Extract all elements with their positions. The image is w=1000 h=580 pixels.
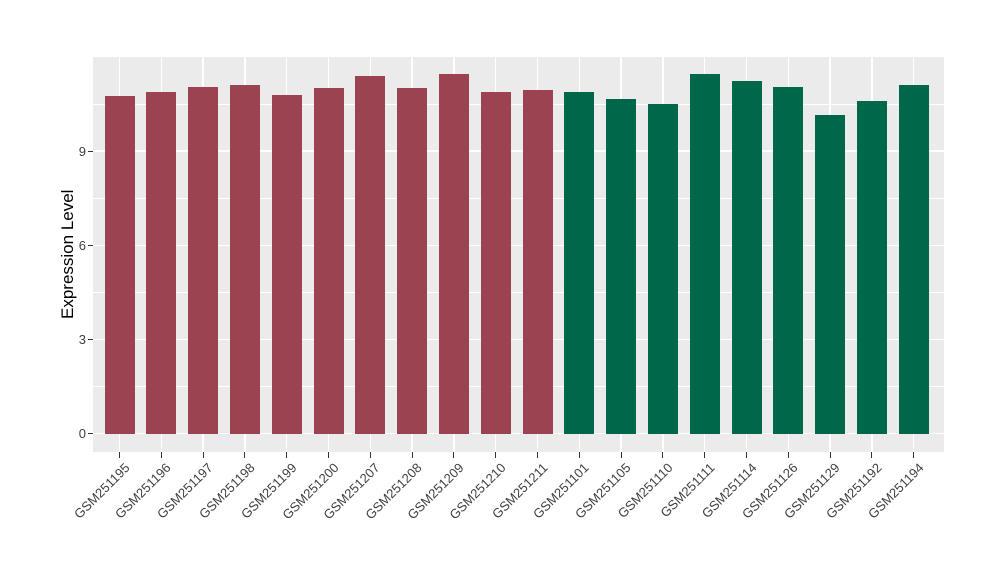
bar-GSM251105 bbox=[606, 99, 637, 434]
bar-GSM251209 bbox=[438, 74, 469, 434]
bar-GSM251129 bbox=[815, 115, 846, 434]
x-tick-mark bbox=[453, 452, 455, 458]
y-gridline-minor bbox=[93, 292, 944, 293]
y-tick-label: 6 bbox=[78, 237, 86, 253]
x-tick-mark bbox=[620, 452, 622, 458]
y-tick-mark bbox=[87, 244, 93, 246]
x-tick-mark bbox=[871, 452, 873, 458]
y-gridline-minor bbox=[93, 103, 944, 105]
x-tick-mark bbox=[118, 452, 121, 458]
x-tick-mark bbox=[745, 452, 748, 458]
x-tick-mark bbox=[536, 452, 539, 458]
y-tick-label: 0 bbox=[78, 426, 86, 442]
bar-GSM251101 bbox=[564, 91, 595, 434]
bar-GSM251194 bbox=[898, 85, 929, 434]
y-tick-label: 3 bbox=[78, 332, 86, 348]
y-tick-mark bbox=[87, 433, 93, 435]
bar-GSM251210 bbox=[480, 91, 511, 434]
x-tick-mark bbox=[160, 452, 162, 458]
x-tick-mark bbox=[704, 452, 706, 458]
y-tick-mark bbox=[87, 150, 93, 152]
bar-GSM251114 bbox=[731, 80, 762, 434]
y-gridline-minor bbox=[93, 386, 944, 387]
bar-GSM251111 bbox=[689, 74, 720, 434]
x-tick-mark bbox=[369, 452, 371, 458]
x-tick-mark bbox=[913, 452, 915, 458]
bar-GSM251198 bbox=[229, 85, 260, 434]
x-tick-mark bbox=[202, 452, 204, 458]
x-tick-mark bbox=[662, 452, 664, 458]
bar-GSM251192 bbox=[856, 100, 887, 434]
bar-GSM251196 bbox=[146, 91, 177, 434]
x-tick-mark bbox=[411, 452, 413, 458]
x-tick-mark bbox=[244, 452, 246, 458]
x-tick-mark bbox=[578, 452, 580, 458]
y-tick-label: 9 bbox=[78, 143, 86, 159]
bar-GSM251199 bbox=[271, 94, 302, 434]
bar-GSM251126 bbox=[773, 86, 804, 434]
y-gridline-minor bbox=[93, 197, 944, 199]
bar-GSM251195 bbox=[104, 96, 135, 434]
y-gridline-major bbox=[93, 244, 944, 247]
y-gridline-major bbox=[93, 338, 944, 341]
y-axis-title: Expression Level bbox=[58, 189, 77, 320]
x-tick-mark bbox=[286, 452, 288, 458]
bar-GSM251200 bbox=[313, 88, 344, 434]
bar-GSM251207 bbox=[355, 75, 386, 434]
y-gridline-major bbox=[93, 150, 944, 152]
y-tick-mark bbox=[87, 338, 93, 341]
x-tick-mark bbox=[829, 452, 831, 458]
bar-GSM251208 bbox=[397, 88, 428, 434]
y-gridline-major bbox=[93, 432, 944, 435]
x-tick-mark bbox=[327, 452, 330, 458]
bar-GSM251211 bbox=[522, 89, 553, 434]
x-tick-mark bbox=[495, 452, 497, 458]
bar-GSM251197 bbox=[188, 86, 219, 434]
x-tick-mark bbox=[787, 452, 789, 458]
bar-GSM251110 bbox=[647, 104, 678, 434]
plot-panel bbox=[93, 57, 944, 452]
